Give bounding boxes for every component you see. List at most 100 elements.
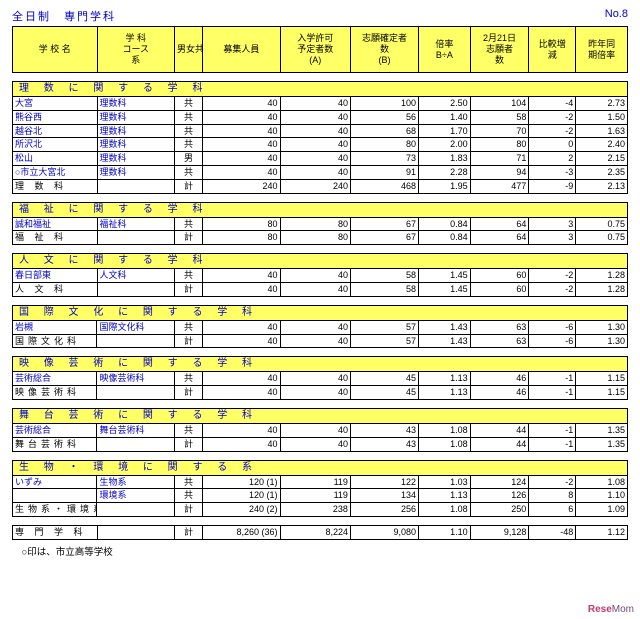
cell: 56	[350, 110, 418, 124]
table-row: 越谷北理数科共4040681.7070-21.63	[13, 124, 628, 138]
cell: -2	[529, 110, 576, 124]
cell: 43	[350, 423, 418, 437]
cell: -1	[529, 386, 576, 400]
cell: 生物系	[97, 475, 174, 489]
cell: 238	[280, 503, 350, 517]
cell: 2.00	[419, 138, 471, 152]
cell: 40	[280, 372, 350, 386]
cell: -2	[529, 475, 576, 489]
cell: 46	[470, 386, 529, 400]
cell: 80	[203, 231, 280, 245]
section-head: 福 祉 に 関 す る 学 科	[13, 202, 628, 217]
table-row: 所沢北理数科共4040802.008002.40	[13, 138, 628, 152]
col-5: 志願確定者数(B)	[350, 27, 418, 73]
cell: 6	[529, 503, 576, 517]
cell: 119	[280, 475, 350, 489]
cell: 40	[203, 386, 280, 400]
cell: 1.43	[419, 320, 471, 334]
table-row: 春日部東人文科共4040581.4560-21.28	[13, 269, 628, 283]
cell: 0.84	[419, 217, 471, 231]
cell: 岩槻	[13, 320, 97, 334]
cell: -6	[529, 334, 576, 348]
cell: 40	[280, 165, 350, 179]
cell: 40	[280, 334, 350, 348]
cell: 人文科	[97, 269, 174, 283]
cell: 1.28	[576, 282, 628, 296]
cell: 40	[203, 320, 280, 334]
cell: -1	[529, 423, 576, 437]
section-head-text: 理 数 に 関 す る 学 科	[13, 82, 628, 97]
cell: いずみ	[13, 475, 97, 489]
section-table: 人 文 に 関 す る 学 科春日部東人文科共4040581.4560-21.2…	[12, 253, 628, 297]
cell: 2.35	[576, 165, 628, 179]
cell: 計	[174, 179, 202, 193]
cell: 1.83	[419, 152, 471, 166]
cell: 男	[174, 152, 202, 166]
cell: 共	[174, 372, 202, 386]
cell: -1	[529, 372, 576, 386]
col-3: 募集人員	[203, 27, 280, 73]
cell: 64	[470, 217, 529, 231]
cell: 1.13	[419, 372, 471, 386]
cell: 104	[470, 97, 529, 111]
cell: 80	[280, 217, 350, 231]
cell: 80	[470, 138, 529, 152]
cell: 計	[174, 386, 202, 400]
cell: 94	[470, 165, 529, 179]
cell: -2	[529, 269, 576, 283]
subtotal-row: 国際文化科計4040571.4363-61.30	[13, 334, 628, 348]
cell: 40	[203, 152, 280, 166]
cell: 91	[350, 165, 418, 179]
cell: 理数科	[97, 165, 174, 179]
cell: 国際文化科	[97, 320, 174, 334]
cell: 71	[470, 152, 529, 166]
cell: -4	[529, 97, 576, 111]
section-head-text: 福 祉 に 関 す る 学 科	[13, 202, 628, 217]
cell: 2.13	[576, 179, 628, 193]
cell: 0.75	[576, 231, 628, 245]
cell	[97, 437, 174, 451]
cell: 40	[203, 423, 280, 437]
section-head: 理 数 に 関 す る 学 科	[13, 82, 628, 97]
cell: ○市立大宮北	[13, 165, 98, 179]
cell: 共	[174, 110, 202, 124]
cell: 理数科	[97, 110, 174, 124]
table-row: ○市立大宮北理数科共4040912.2894-32.35	[13, 165, 628, 179]
cell	[97, 179, 174, 193]
cell: 80	[350, 138, 418, 152]
cell: 40	[203, 110, 280, 124]
cell: 1.45	[419, 282, 471, 296]
cell: 73	[350, 152, 418, 166]
cell: 1.13	[419, 386, 471, 400]
cell: 256	[350, 503, 418, 517]
cell: 40	[280, 320, 350, 334]
header-right: No.8	[605, 8, 628, 24]
cell: 理数科	[97, 138, 174, 152]
cell: 計	[174, 437, 202, 451]
cell: 共	[174, 475, 202, 489]
cell: 1.09	[576, 503, 628, 517]
cell: 2.40	[576, 138, 628, 152]
cell: 1.40	[419, 110, 471, 124]
cell: 2.50	[419, 97, 471, 111]
subtotal-row: 福 祉 科計8080670.846430.75	[13, 231, 628, 245]
cell: -3	[529, 165, 576, 179]
cell: 80	[203, 217, 280, 231]
cell: 40	[280, 152, 350, 166]
cell: 映像芸術科	[13, 386, 97, 400]
section-table: 舞 台 芸 術 に 関 す る 学 科芸術総合舞台芸術科共4040431.084…	[12, 408, 628, 452]
cell: 理数科	[97, 97, 174, 111]
cell: 0.84	[419, 231, 471, 245]
section-head: 舞 台 芸 術 に 関 す る 学 科	[13, 408, 628, 423]
grand-total-row: 専 門 学 科 計 8,260 (36) 8,224 9,080 1.10 9,…	[13, 525, 628, 539]
cell: 1.08	[419, 503, 471, 517]
cell: 44	[470, 423, 529, 437]
cell: 越谷北	[13, 124, 98, 138]
cell: 1.13	[419, 489, 471, 503]
cell: 45	[350, 386, 418, 400]
subtotal-row: 人 文 科計4040581.4560-21.28	[13, 282, 628, 296]
cell: 40	[203, 372, 280, 386]
cell: -1	[529, 437, 576, 451]
cell: 熊谷西	[13, 110, 98, 124]
cell: 477	[470, 179, 529, 193]
